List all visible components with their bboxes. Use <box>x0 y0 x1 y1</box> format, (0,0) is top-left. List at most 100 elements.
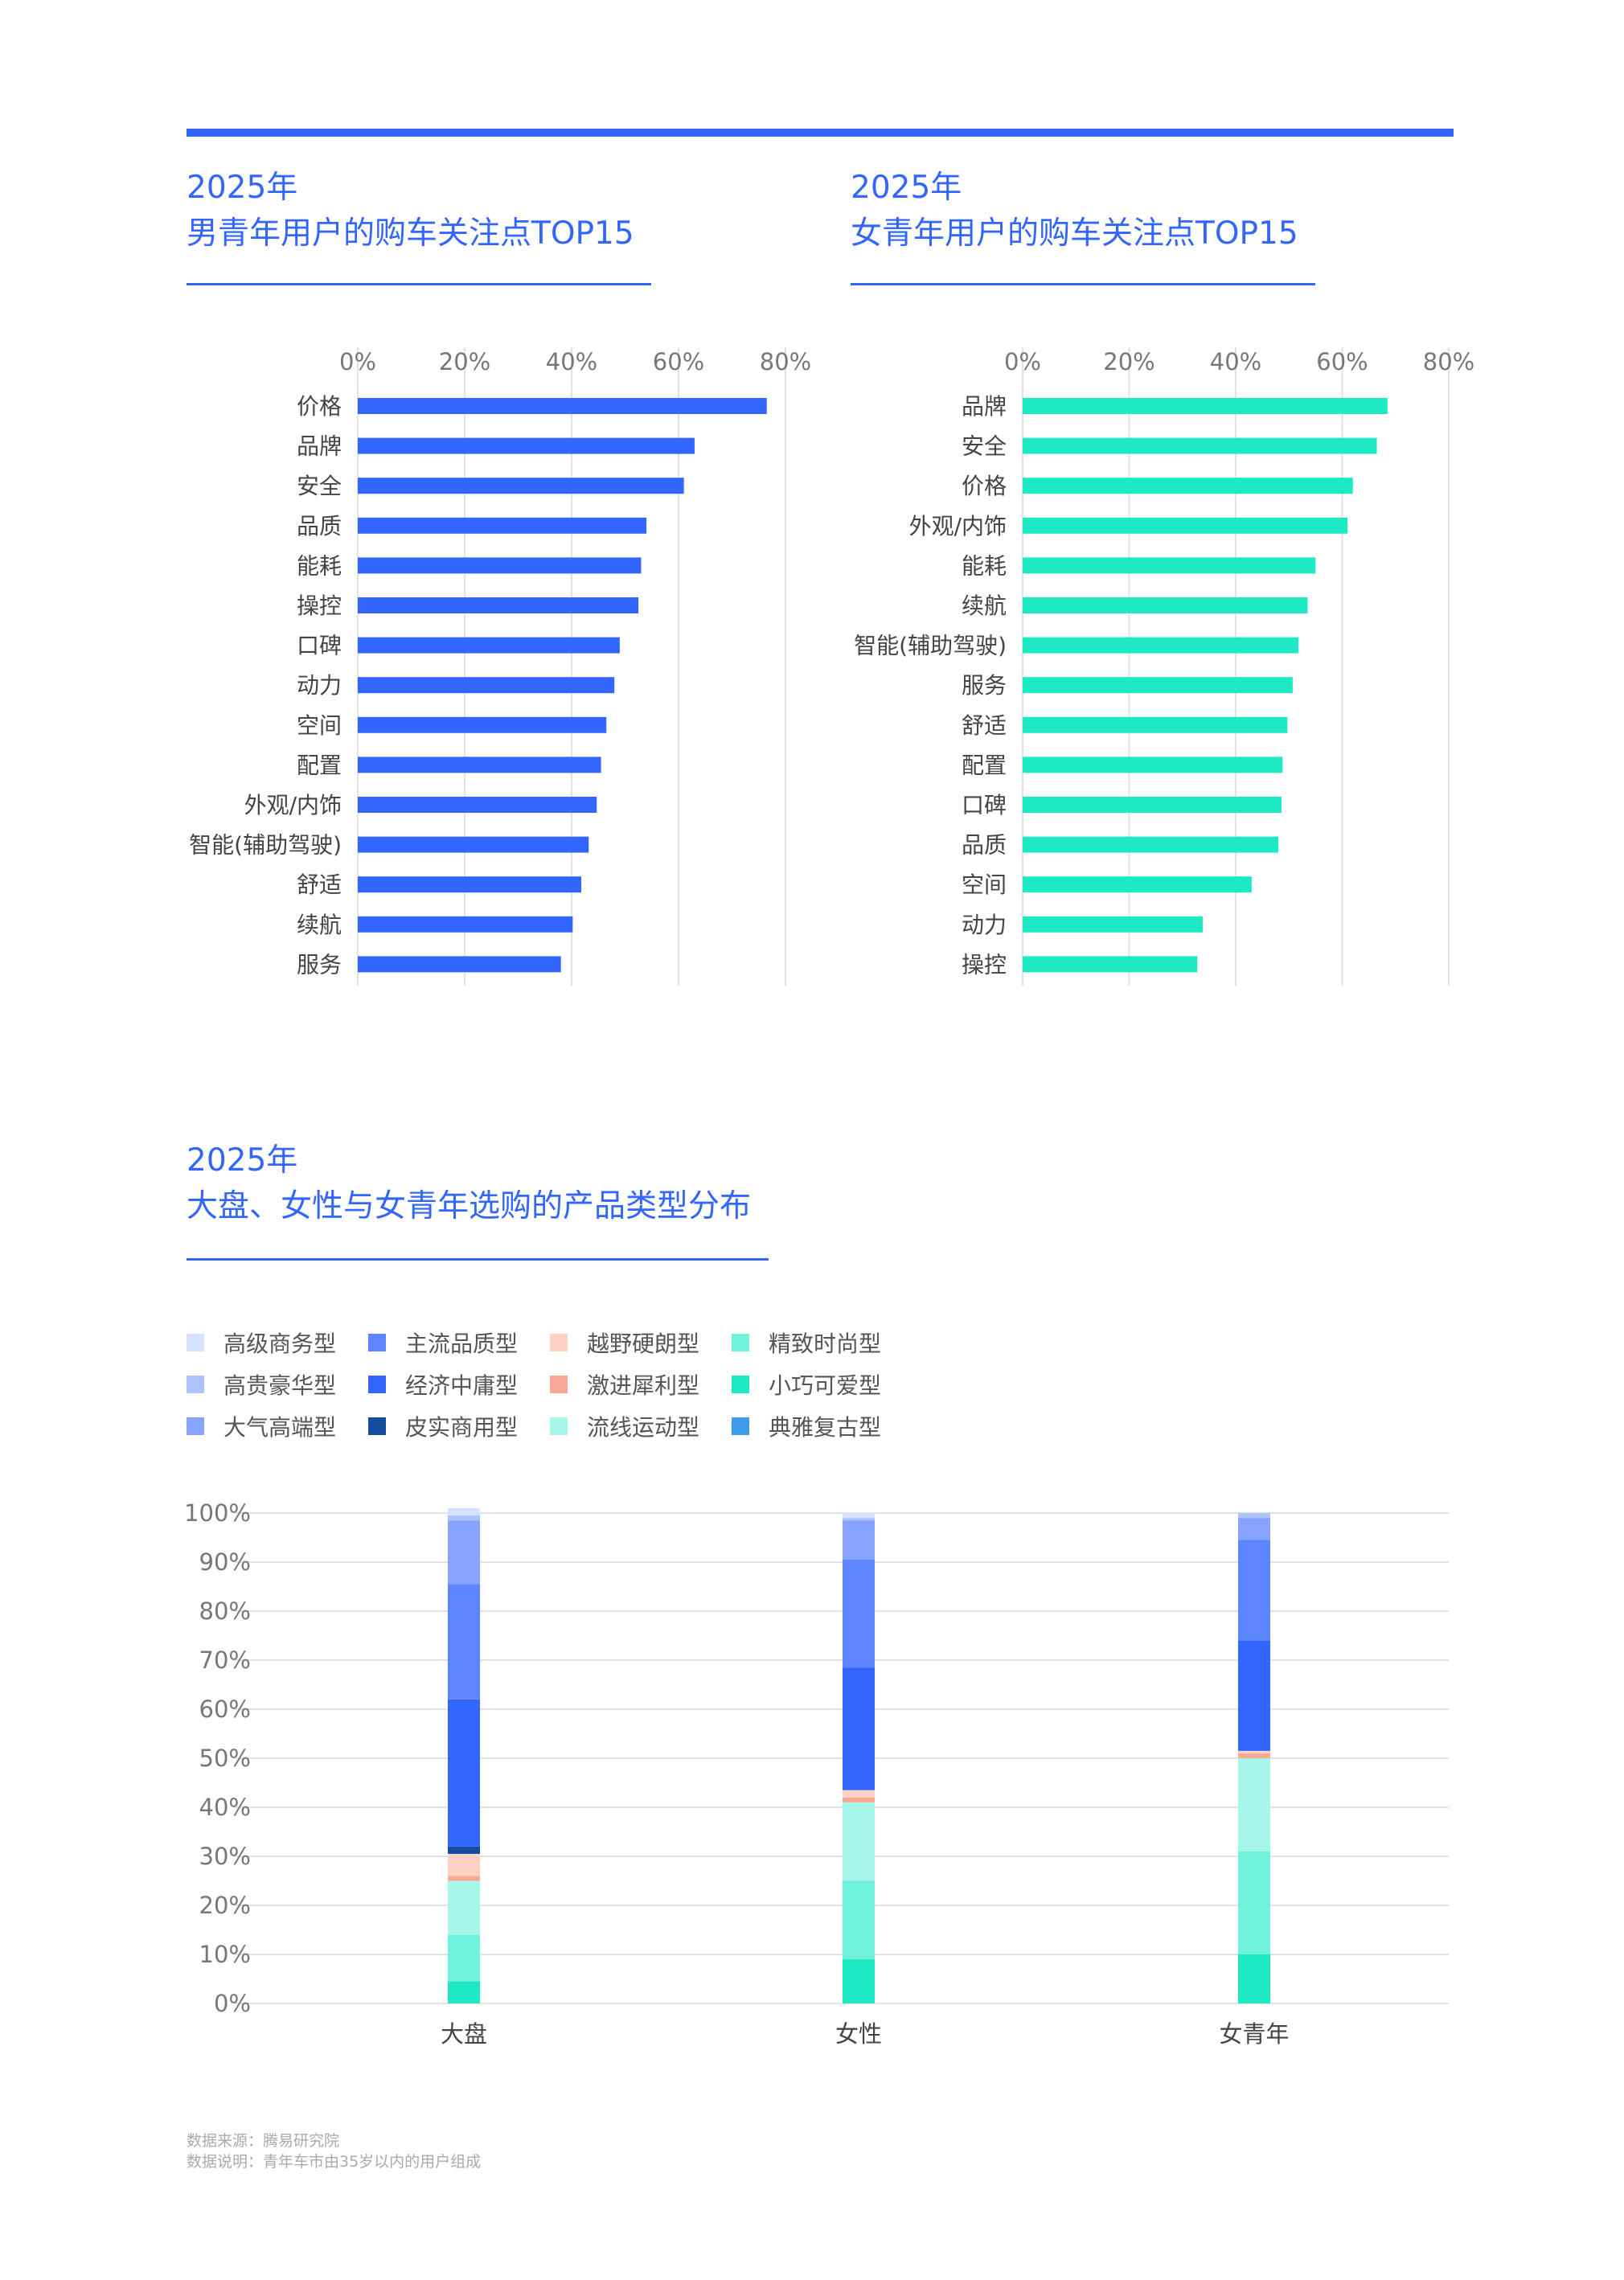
legend-label: 典雅复古型 <box>769 1414 882 1441</box>
stacked-segment <box>843 1559 875 1668</box>
female-category-label: 空间 <box>962 871 1007 898</box>
stacked-tick-label: 60% <box>199 1696 251 1723</box>
legend-item: 大气高端型 <box>187 1410 336 1442</box>
footer-notes: 数据来源：腾易研究院 数据说明：青年车市由35岁以内的用户组成 <box>187 2130 481 2172</box>
female-category-label: 舒适 <box>962 712 1007 739</box>
stacked-segment <box>448 1699 480 1847</box>
male-bar <box>358 597 639 613</box>
chart1-title-main: 男青年用户的购车关注点TOP15 <box>187 215 634 252</box>
legend-swatch <box>368 1376 386 1393</box>
legend-label: 高级商务型 <box>224 1331 337 1357</box>
male-category-label: 操控 <box>297 593 342 619</box>
female-category-label: 能耗 <box>962 552 1007 579</box>
female-bar <box>1023 757 1283 773</box>
stacked-segment <box>448 1934 480 1982</box>
stacked-segment <box>1238 1518 1270 1540</box>
legend-label: 皮实商用型 <box>405 1414 519 1441</box>
stacked-segment <box>1238 1750 1270 1753</box>
chart2-title-underline <box>851 283 1315 285</box>
legend-label: 小巧可爱型 <box>769 1372 882 1399</box>
legend-item: 越野硬朗型 <box>550 1327 699 1359</box>
female-category-label: 动力 <box>962 912 1007 938</box>
stacked-tick-label: 80% <box>199 1597 251 1625</box>
male-bar <box>358 398 767 414</box>
chart3-title-underline <box>187 1258 769 1261</box>
female-category-label: 续航 <box>962 593 1007 619</box>
legend-swatch <box>368 1334 386 1351</box>
female-category-label: 口碑 <box>962 792 1007 818</box>
male-bar <box>358 517 647 534</box>
male-category-label: 智能(辅助驾驶) <box>189 832 342 859</box>
stacked-segment <box>1238 1753 1270 1758</box>
legend-swatch <box>550 1376 568 1393</box>
legend-swatch <box>187 1376 204 1393</box>
chart1-title-underline <box>187 283 651 285</box>
legend-item: 皮实商用型 <box>368 1410 518 1442</box>
chart3-title: 2025年 大盘、女性与女青年选购的产品类型分布 <box>187 1138 751 1229</box>
stacked-segment <box>448 1876 480 1881</box>
male-bar <box>358 876 581 893</box>
female-bar <box>1023 437 1377 454</box>
stacked-category-label: 女青年 <box>1219 2020 1289 2048</box>
stacked-tick-label: 30% <box>199 1843 251 1870</box>
data-note: 数据说明：青年车市由35岁以内的用户组成 <box>187 2153 482 2171</box>
stacked-segment <box>448 1981 480 2003</box>
male-category-label: 配置 <box>297 752 342 778</box>
female-category-label: 外观/内饰 <box>909 513 1007 539</box>
stacked-segment <box>843 1667 875 1790</box>
legend-item: 精致时尚型 <box>732 1327 881 1359</box>
product-type-stacked-bar-chart: 0% 10% 20% 30% 40% 50% 60% 70% 80% 90% 100% 大盘 女性 女青年 <box>184 1499 1449 2048</box>
stacked-tick-label: 40% <box>199 1794 251 1821</box>
stacked-segment <box>843 1880 875 1960</box>
male-tick-label: 60% <box>653 348 704 375</box>
stacked-tick-label: 100% <box>184 1499 251 1527</box>
legend-label: 精致时尚型 <box>769 1331 882 1357</box>
female-bar <box>1023 797 1282 813</box>
stacked-segment <box>843 1513 875 1519</box>
legend-swatch <box>550 1334 568 1351</box>
stacked-segment <box>843 1802 875 1881</box>
male-tick-label: 0% <box>339 348 376 375</box>
female-category-label: 配置 <box>962 752 1007 778</box>
female-bar <box>1023 677 1293 694</box>
stacked-segment <box>448 1507 480 1516</box>
female-bar <box>1023 916 1203 933</box>
stacked-segment <box>1238 1640 1270 1751</box>
male-category-label: 价格 <box>297 393 342 420</box>
female-bar <box>1023 956 1198 973</box>
legend-swatch <box>732 1376 749 1393</box>
male-category-label: 品质 <box>297 513 342 539</box>
female-category-label: 操控 <box>962 951 1007 978</box>
male-bar <box>358 916 573 933</box>
stacked-segment <box>843 1797 875 1802</box>
male-bar <box>358 437 695 454</box>
chart3-title-main: 大盘、女性与女青年选购的产品类型分布 <box>187 1188 752 1224</box>
legend-item: 经济中庸型 <box>368 1368 518 1400</box>
male-category-label: 能耗 <box>297 552 342 579</box>
stacked-category-label: 大盘 <box>441 2020 487 2048</box>
male-tick-label: 20% <box>439 348 490 375</box>
male-category-label: 舒适 <box>297 871 342 898</box>
female-tick-label: 80% <box>1423 348 1474 375</box>
female-category-label: 品牌 <box>962 393 1007 420</box>
male-concerns-bar-chart: 0% 20% 40% 60% 80% 价格品牌安全品质能耗操控口碑动力空间配置外观/内饰智… <box>189 347 811 986</box>
stacked-tick-label: 10% <box>199 1941 251 1968</box>
stacked-segment <box>1238 1851 1270 1954</box>
male-category-label: 服务 <box>297 951 342 978</box>
stacked-segment <box>448 1584 480 1700</box>
data-source: 数据来源：腾易研究院 <box>187 2132 340 2150</box>
legend-label: 主流品质型 <box>405 1331 519 1357</box>
legend-swatch <box>550 1417 568 1435</box>
female-bar <box>1023 597 1308 613</box>
male-category-label: 口碑 <box>297 633 342 659</box>
stacked-segment <box>1238 1513 1270 1519</box>
female-tick-label: 60% <box>1316 348 1368 375</box>
chart1-title: 2025年 男青年用户的购车关注点TOP15 <box>187 165 634 256</box>
chart1-title-year: 2025年 <box>187 170 298 206</box>
stacked-segment <box>843 1520 875 1560</box>
stacked-segment <box>1238 1758 1270 1851</box>
male-bar <box>358 956 561 973</box>
legend-item: 高贵豪华型 <box>187 1368 336 1400</box>
product-type-legend: 高级商务型 高贵豪华型 大气高端型 主流品质型 经济中庸型 皮实商用型 越野硬朗型 激进犀利型… <box>187 1327 910 1455</box>
